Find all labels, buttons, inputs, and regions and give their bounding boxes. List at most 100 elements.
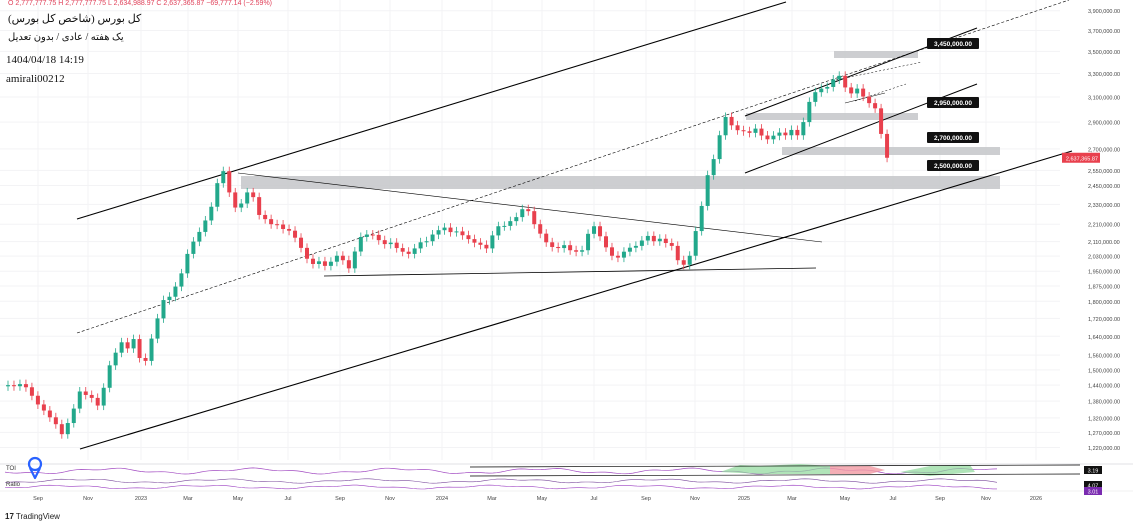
candle-body [89,394,94,398]
candle-body [197,231,202,242]
y-tick-label: 2,330,000.00 [1088,203,1120,209]
candle-body [675,245,680,261]
candle-body [627,247,632,252]
y-tick-label: 3,500,000.00 [1088,50,1120,56]
x-tick-label: Sep [33,496,43,502]
x-tick-label: Sep [935,496,945,502]
trend-line [76,1,787,220]
x-tick-label: 2024 [436,496,448,502]
x-tick-label: Sep [335,496,345,502]
candle-body [771,135,776,140]
candle-body [430,234,435,242]
chart-subtitle: یک هفته / عادی / بدون تعدیل [8,32,124,43]
candle-body [460,231,465,236]
candle-body [305,247,309,259]
candle-body [340,255,345,261]
oscillator-panes[interactable]: 3.19 4.073.01 [0,463,1133,495]
candle-body [424,241,429,243]
magnet-icon[interactable] [26,456,44,480]
x-tick-label: Jul [284,496,291,502]
candle-body [454,231,459,233]
y-tick-label: 2,110,000.00 [1088,240,1120,246]
candle-body [466,235,471,240]
candle-body [245,192,250,204]
candle-body [615,255,620,258]
candle-body [855,88,860,94]
y-tick-label: 2,700,000.00 [1088,147,1120,153]
candle-body [633,245,638,248]
oscillator-value-1: 3.19 [1088,468,1099,474]
candle-body [556,246,561,249]
candle-body [119,342,124,353]
candle-body [699,205,704,232]
candle-body [789,129,794,136]
candle-body [17,384,22,387]
y-tick-label: 1,220,000.00 [1088,446,1120,452]
candle-body [687,255,692,265]
candle-body [885,133,890,158]
y-tick-label: 1,800,000.00 [1088,300,1120,306]
tradingview-brand[interactable]: 17 TradingView [5,512,60,521]
candlestick-series [6,71,890,439]
candle-body [209,206,214,221]
x-tick-label: Mar [787,496,797,502]
candle-body [6,385,10,387]
price-zone [746,113,918,120]
x-tick-label: Nov [690,496,700,502]
candle-body [484,244,489,249]
y-tick-label: 3,300,000.00 [1088,72,1120,78]
candle-body [239,203,244,208]
oscillator-value-tag [1084,487,1102,495]
time-axis[interactable]: Sep Nov 2023 Mar May Jul Sep Nov 2024 Mar May Jul Se… [33,496,1042,502]
candle-body [598,226,603,237]
oscillator-line [4,484,997,490]
candle-body [143,357,148,361]
trend-line [835,61,923,81]
candle-body [352,251,357,269]
trend-line [79,150,1073,450]
candle-body [580,250,585,252]
candle-body [651,235,656,242]
candle-body [370,234,375,236]
candle-body [723,116,728,136]
y-tick-label: 3,700,000.00 [1088,29,1120,35]
candle-body [550,242,555,247]
y-tick-label: 2,900,000.00 [1088,121,1120,127]
candle-body [394,242,399,249]
oscillator-value-tag [1084,481,1102,489]
candle-body [873,103,878,109]
x-tick-label: 2025 [738,496,750,502]
candle-body [705,175,710,206]
trend-line [323,267,817,277]
candle-body [861,88,866,97]
candle-body [161,300,166,319]
oscillator-fill-up [720,464,830,474]
candle-body [849,87,854,94]
candle-body [221,171,226,184]
candle-body [879,108,884,134]
candle-body [436,230,441,235]
x-tick-label: May [537,496,548,502]
price-zone [834,51,918,58]
oscillator-label-2: Ratio [6,482,21,488]
x-tick-label: Jul [590,496,597,502]
candle-body [364,234,369,237]
candle-body [783,132,788,136]
oscillator-trend-line [469,464,1081,468]
candle-body [825,86,830,89]
candle-body [520,209,525,218]
candle-body [621,251,626,258]
candle-body [322,261,327,266]
y-tick-label: 1,875,000.00 [1088,284,1120,290]
oscillator-fill-down [830,466,885,474]
candle-body [562,245,567,249]
candle-body [759,128,764,136]
candle-body [107,365,112,388]
price-axis[interactable]: 3,900,000.00 3,700,000.00 3,500,000.00 3,30… [1088,9,1120,452]
candle-body [813,92,818,102]
candle-body [125,342,130,349]
candle-body [753,128,758,133]
candle-body [448,227,453,233]
candle-body [41,404,46,411]
